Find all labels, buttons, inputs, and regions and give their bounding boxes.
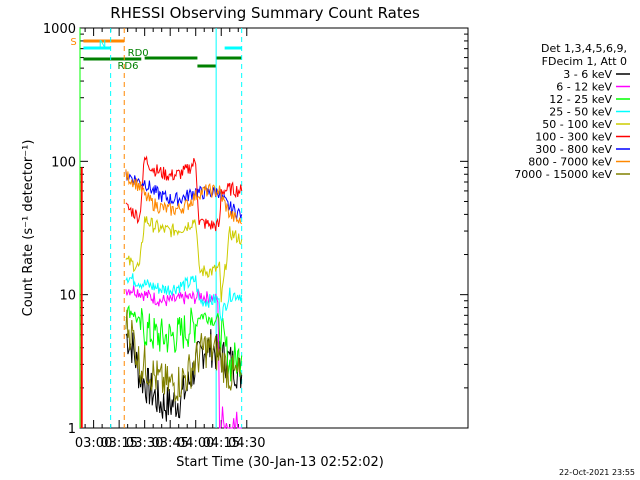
series-line bbox=[125, 155, 243, 232]
legend: Det 1,3,4,5,6,9, FDecim 1, Att 0 3 - 6 k… bbox=[514, 42, 630, 181]
state-bar-label: RD0 bbox=[128, 48, 149, 59]
legend-entry-label: 12 - 25 keV bbox=[549, 93, 612, 106]
x-tick-label: 03:45 bbox=[151, 436, 188, 451]
legend-entry-label: 50 - 100 keV bbox=[542, 118, 612, 131]
state-bar-label: N bbox=[99, 39, 106, 50]
series-line bbox=[125, 169, 243, 225]
x-axis-label: Start Time (30-Jan-13 02:52:02) bbox=[176, 455, 384, 470]
x-tick-label: 03:15 bbox=[100, 436, 137, 451]
legend-entry-label: 6 - 12 keV bbox=[556, 81, 612, 94]
legend-header-line2: FDecim 1, Att 0 bbox=[542, 55, 627, 68]
series-layer bbox=[80, 155, 243, 430]
axis-layer: 1 10 100 1000 03:0003:1503:3003:4504:0004:15… bbox=[43, 22, 468, 451]
legend-entry-label: 800 - 7000 keV bbox=[528, 156, 612, 169]
x-tick-label: 04:30 bbox=[228, 436, 265, 451]
chart-title: RHESSI Observing Summary Count Rates bbox=[110, 4, 420, 22]
state-bar-layer: S N RD0 RD6 bbox=[70, 37, 242, 72]
series-line bbox=[125, 170, 243, 220]
footer-date: 22-Oct-2021 23:55 bbox=[559, 468, 635, 477]
legend-entry-label: 7000 - 15000 keV bbox=[514, 168, 612, 181]
series-line bbox=[125, 285, 242, 430]
legend-header-line1: Det 1,3,4,5,6,9, bbox=[541, 42, 627, 55]
series-line bbox=[125, 309, 243, 403]
y-tick-label: 10 bbox=[59, 289, 76, 304]
x-tick-label: 04:15 bbox=[203, 436, 240, 451]
series-line bbox=[125, 216, 243, 303]
legend-entry-label: 100 - 300 keV bbox=[535, 131, 612, 144]
y-axis-label: Count Rate (s⁻¹ detector⁻¹) bbox=[21, 140, 36, 317]
legend-entry-label: 300 - 800 keV bbox=[535, 143, 612, 156]
x-tick-label: 03:30 bbox=[126, 436, 163, 451]
y-tick-label: 100 bbox=[51, 155, 76, 170]
x-tick-label: 03:00 bbox=[75, 436, 112, 451]
series-line bbox=[125, 273, 243, 322]
legend-entry-label: 3 - 6 keV bbox=[563, 68, 612, 81]
y-tick-label: 1 bbox=[68, 422, 76, 437]
legend-entry-label: 25 - 50 keV bbox=[549, 106, 612, 119]
state-bar-label: RD6 bbox=[117, 61, 138, 72]
state-bar-label: S bbox=[70, 37, 76, 48]
x-tick-label: 04:00 bbox=[177, 436, 214, 451]
y-tick-label: 1000 bbox=[43, 22, 76, 37]
